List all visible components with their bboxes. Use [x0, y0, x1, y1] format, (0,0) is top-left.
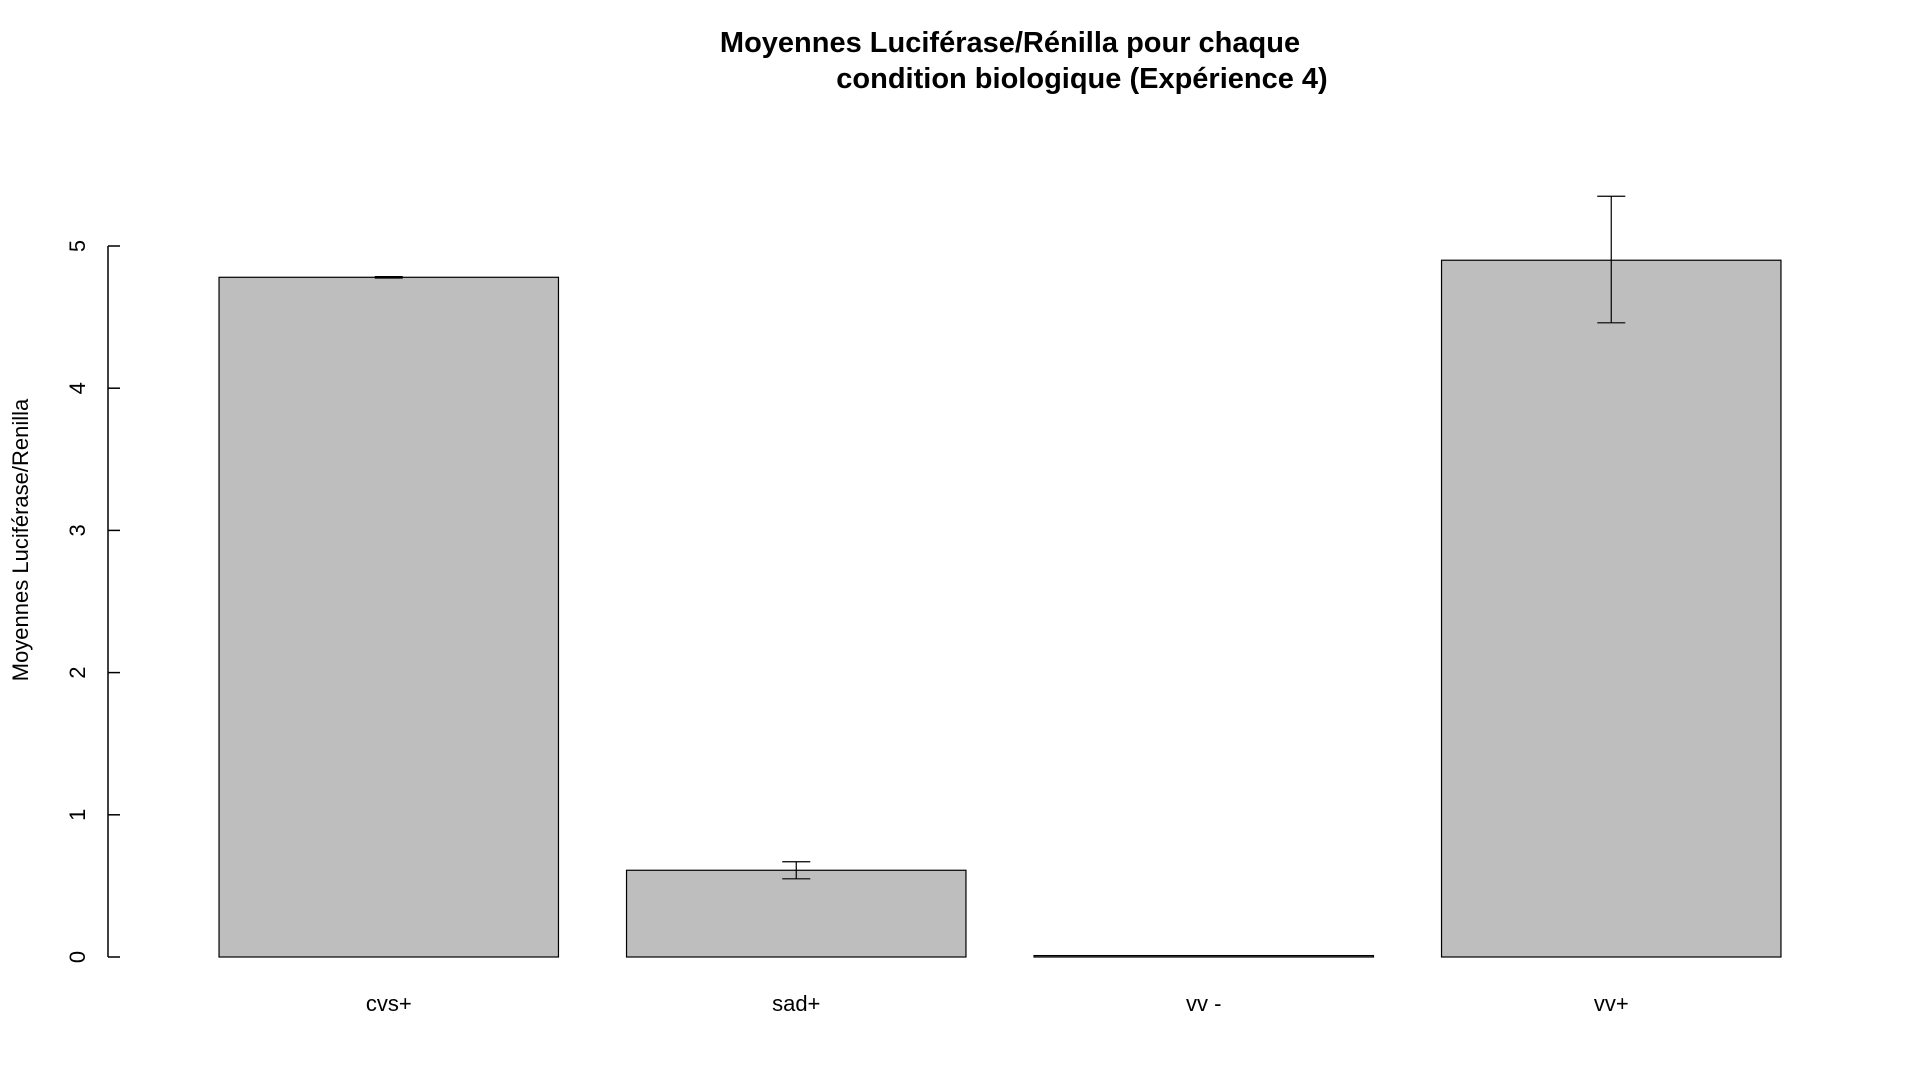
y-axis: 0 1 2 3 4 5 [65, 240, 120, 963]
bar [1440, 259, 1782, 958]
x-category-label: cvs+ [366, 991, 412, 1016]
bars-group [218, 259, 1782, 958]
bar [625, 869, 967, 958]
bar [1033, 954, 1375, 958]
bar [218, 276, 560, 958]
x-category-label: vv+ [1594, 991, 1629, 1016]
y-tick-label: 4 [65, 382, 90, 394]
x-axis-labels: cvs+ sad+ vv - vv+ [366, 991, 1629, 1016]
y-tick-label: 5 [65, 240, 90, 252]
y-tick-label: 0 [65, 951, 90, 963]
y-tick-label: 3 [65, 524, 90, 536]
error-bars-group [374, 195, 1626, 880]
x-category-label: vv - [1186, 991, 1221, 1016]
x-category-label: sad+ [772, 991, 820, 1016]
chart-title-line-1: Moyennes Luciférase/Rénilla pour chaque [720, 27, 1300, 59]
y-axis-label: Moyennes Luciférase/Renilla [8, 398, 33, 681]
chart-title-line-2: condition biologique (Expérience 4) [836, 63, 1327, 95]
y-tick-label: 1 [65, 809, 90, 821]
y-tick-label: 2 [65, 666, 90, 678]
